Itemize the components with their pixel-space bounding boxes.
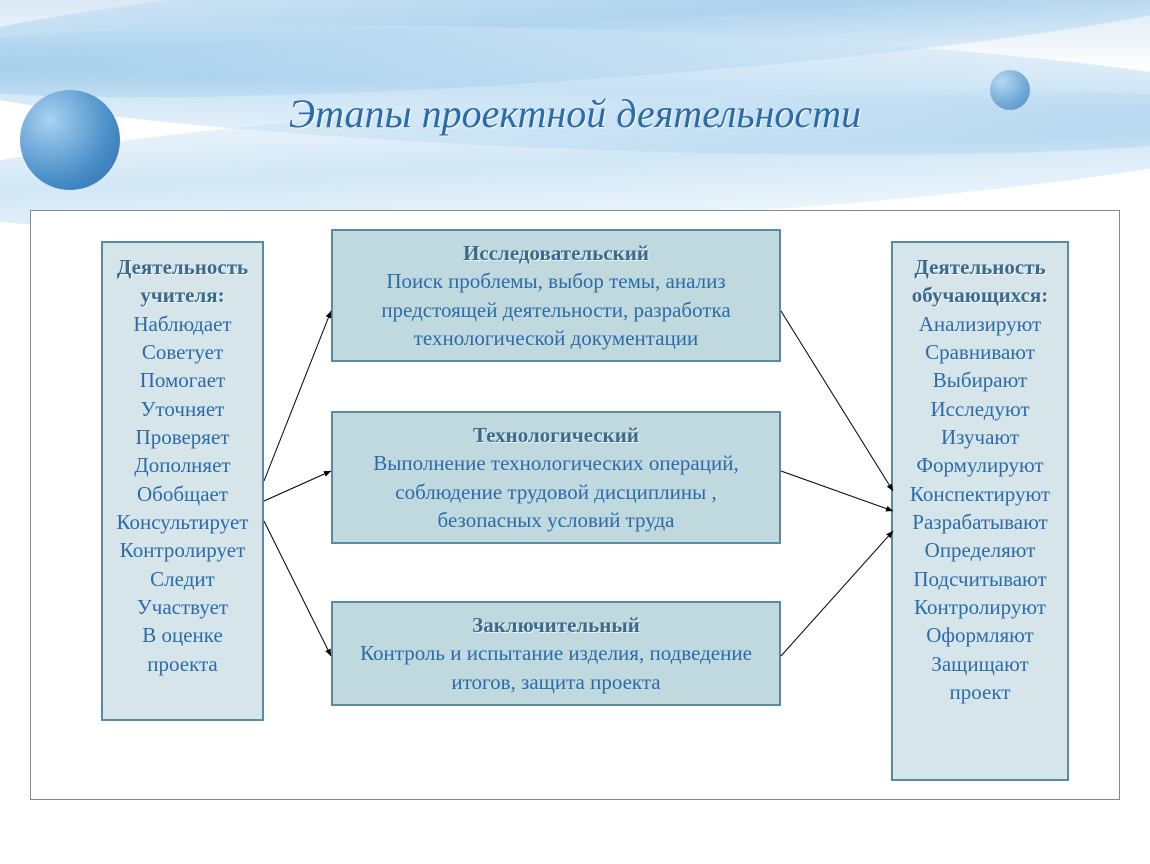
student-activity-box: Деятельность обучающихся: АнализируютСра…	[891, 241, 1069, 781]
list-item: Контролирует	[107, 536, 258, 564]
list-item: Анализируют	[897, 310, 1063, 338]
list-item: Уточняет	[107, 395, 258, 423]
list-item: Конспектируют	[897, 480, 1063, 508]
student-items: АнализируютСравниваютВыбираютИсследуютИз…	[897, 310, 1063, 707]
list-item: Сравнивают	[897, 338, 1063, 366]
teacher-heading: Деятельность учителя:	[107, 253, 258, 310]
list-item: Проверяет	[107, 423, 258, 451]
list-item: Защищают	[897, 650, 1063, 678]
list-item: Обобщает	[107, 480, 258, 508]
list-item: Формулируют	[897, 451, 1063, 479]
list-item: Исследуют	[897, 395, 1063, 423]
stage-box-final: Заключительный Контроль и испытание изде…	[331, 601, 781, 706]
stage-heading: Технологический	[343, 421, 769, 449]
list-item: Оформляют	[897, 621, 1063, 649]
list-item: Изучают	[897, 423, 1063, 451]
list-item: Участвует	[107, 593, 258, 621]
list-item: В оценке проекта	[107, 621, 258, 678]
list-item: Помогает	[107, 366, 258, 394]
diagram-frame: Деятельность учителя: НаблюдаетСоветуетП…	[30, 210, 1120, 800]
list-item: Наблюдает	[107, 310, 258, 338]
stage-box-technology: Технологический Выполнение технологическ…	[331, 411, 781, 544]
page-title: Этапы проектной деятельности	[0, 90, 1150, 137]
stage-body: Поиск проблемы, выбор темы, анализ предс…	[343, 267, 769, 352]
teacher-items: НаблюдаетСоветуетПомогаетУточняетПроверя…	[107, 310, 258, 678]
stage-body: Контроль и испытание изделия, подведение…	[343, 639, 769, 696]
list-item: проект	[897, 678, 1063, 706]
list-item: Подсчитывают	[897, 565, 1063, 593]
stage-heading: Заключительный	[343, 611, 769, 639]
list-item: Определяют	[897, 536, 1063, 564]
list-item: Разрабатывают	[897, 508, 1063, 536]
teacher-activity-box: Деятельность учителя: НаблюдаетСоветуетП…	[101, 241, 264, 721]
list-item: Советует	[107, 338, 258, 366]
list-item: Следит	[107, 565, 258, 593]
stage-box-research: Исследовательский Поиск проблемы, выбор …	[331, 229, 781, 362]
list-item: Консультирует	[107, 508, 258, 536]
list-item: Выбирают	[897, 366, 1063, 394]
student-heading: Деятельность обучающихся:	[897, 253, 1063, 310]
stage-body: Выполнение технологических операций, соб…	[343, 449, 769, 534]
list-item: Дополняет	[107, 451, 258, 479]
stage-heading: Исследовательский	[343, 239, 769, 267]
list-item: Контролируют	[897, 593, 1063, 621]
